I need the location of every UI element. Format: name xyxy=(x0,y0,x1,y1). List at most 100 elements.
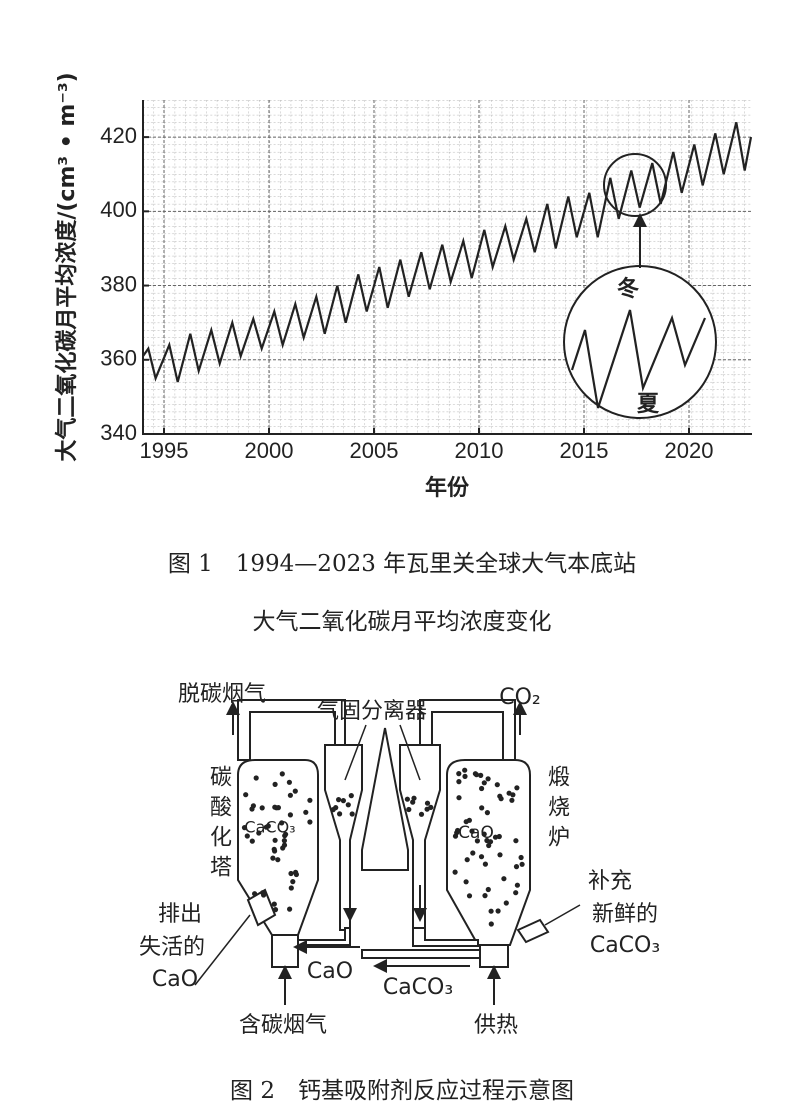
particle xyxy=(452,833,459,839)
leader xyxy=(544,904,581,926)
particle xyxy=(513,838,519,844)
particle xyxy=(259,805,265,811)
y-tick-label: 340 xyxy=(100,420,137,445)
particle xyxy=(518,854,524,861)
leader xyxy=(399,724,421,781)
particle xyxy=(486,842,492,849)
particle xyxy=(474,838,480,844)
particle xyxy=(271,901,277,907)
inset-label: 冬 xyxy=(617,276,639,302)
particle xyxy=(286,779,292,785)
particle xyxy=(492,834,499,840)
caption-line: 大气二氧化碳月平均浓度变化 xyxy=(253,609,552,635)
label: 碳酸化塔 xyxy=(206,765,232,885)
outlet xyxy=(271,934,299,968)
label: 供热 xyxy=(474,1013,518,1038)
particle xyxy=(263,824,269,830)
particle xyxy=(519,861,525,867)
co2-line xyxy=(142,122,753,383)
inset-label: 夏 xyxy=(637,392,660,417)
x-tick-label: 2015 xyxy=(560,438,609,463)
particle xyxy=(514,882,521,888)
label: CaO xyxy=(458,823,494,843)
diagram: 脱碳烟气 气固分离器 CO₂ 碳酸化塔 CaCO₃ 煅烧炉 CaO 排出 失活的… xyxy=(139,682,660,1038)
x-tick-label: 2000 xyxy=(245,438,294,463)
particle xyxy=(469,828,475,834)
outlet xyxy=(479,944,509,968)
particle xyxy=(307,797,313,803)
x-tick-label: 1995 xyxy=(140,438,189,463)
particle xyxy=(340,798,346,804)
particle xyxy=(514,785,520,791)
particle xyxy=(292,788,298,794)
particle xyxy=(287,906,293,912)
particle xyxy=(463,819,469,825)
particle xyxy=(466,893,473,899)
particle xyxy=(411,795,417,801)
y-tick-label: 400 xyxy=(100,197,137,222)
particle xyxy=(473,772,480,778)
particle xyxy=(404,796,410,802)
particle xyxy=(452,869,458,875)
label: 补充 xyxy=(588,869,632,894)
particle xyxy=(478,854,485,860)
label: CaCO₃ xyxy=(383,975,453,1000)
particle xyxy=(456,779,462,785)
particle xyxy=(503,900,509,906)
calciner xyxy=(446,759,531,946)
label: 新鲜的 xyxy=(592,902,658,927)
figure1-caption: 图 1 1994—2023 年瓦里关全球大气本底站 大气二氧化碳月平均浓度变化 xyxy=(168,551,636,635)
particle xyxy=(345,802,351,808)
particle xyxy=(241,825,248,831)
chart: 大气二氧化碳月平均浓度/(cm³ • m⁻³) 年份 340 360 380 400 4… xyxy=(54,72,753,501)
label: 煅烧炉 xyxy=(544,765,570,855)
inset-curve xyxy=(570,309,707,409)
center-divider xyxy=(361,727,409,871)
particle xyxy=(488,908,494,914)
label: 失活的 xyxy=(139,935,205,960)
particle xyxy=(290,879,296,885)
particle xyxy=(462,767,468,773)
particle xyxy=(307,819,313,825)
particle xyxy=(513,864,520,870)
particle xyxy=(424,806,430,812)
label: CaCO₃ xyxy=(244,818,295,837)
label: CO₂ xyxy=(499,685,541,710)
label: CaCO₃ xyxy=(590,933,660,958)
particle xyxy=(279,820,285,826)
caption-line: 图 1 1994—2023 年瓦里关全球大气本底站 xyxy=(168,551,636,577)
cyclone xyxy=(324,744,363,931)
particle xyxy=(293,869,299,876)
particle xyxy=(494,782,500,788)
particle xyxy=(485,776,491,782)
pipe xyxy=(361,949,481,959)
particle xyxy=(279,771,285,777)
particle xyxy=(288,870,294,877)
particle xyxy=(482,893,488,899)
particle xyxy=(348,793,354,799)
particle xyxy=(333,805,339,811)
label: 含碳烟气 xyxy=(239,1013,327,1038)
particle xyxy=(249,838,255,844)
leader xyxy=(344,724,367,781)
particle xyxy=(272,781,278,788)
x-tick-label: 2010 xyxy=(455,438,504,463)
particle xyxy=(271,846,277,852)
axes xyxy=(142,100,752,435)
particle xyxy=(463,879,469,885)
y-axis-label: 大气二氧化碳月平均浓度/(cm³ • m⁻³) xyxy=(54,72,80,461)
particle xyxy=(513,890,519,896)
label: 排出 xyxy=(158,902,202,927)
supply-port xyxy=(516,918,550,944)
particle xyxy=(424,800,431,806)
particle xyxy=(281,838,287,844)
particle xyxy=(478,772,484,779)
label: 脱碳烟气 xyxy=(178,682,266,707)
particle xyxy=(283,831,289,837)
particle xyxy=(498,796,504,802)
particle xyxy=(488,921,494,927)
particle xyxy=(252,891,258,897)
particle xyxy=(481,780,487,786)
label: 气固分离器 xyxy=(317,699,427,724)
